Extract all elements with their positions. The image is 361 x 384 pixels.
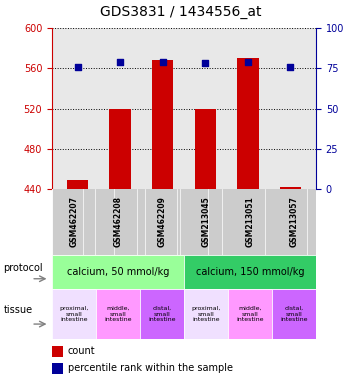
Text: GSM213051: GSM213051 [245, 197, 255, 247]
Text: middle,
small
intestine: middle, small intestine [104, 306, 132, 323]
Point [160, 59, 166, 65]
FancyBboxPatch shape [228, 289, 272, 339]
Text: proximal,
small
intestine: proximal, small intestine [191, 306, 221, 323]
Text: calcium, 150 mmol/kg: calcium, 150 mmol/kg [196, 267, 304, 277]
Text: middle,
small
intestine: middle, small intestine [236, 306, 264, 323]
Point [75, 64, 81, 70]
Text: calcium, 50 mmol/kg: calcium, 50 mmol/kg [67, 267, 169, 277]
FancyBboxPatch shape [272, 289, 316, 339]
FancyBboxPatch shape [52, 255, 184, 289]
Text: GSM462208: GSM462208 [113, 197, 122, 247]
Bar [280, 187, 301, 189]
Text: tissue: tissue [4, 305, 33, 315]
Text: GSM462209: GSM462209 [157, 197, 166, 247]
Text: GSM213045: GSM213045 [201, 197, 210, 247]
Text: percentile rank within the sample: percentile rank within the sample [68, 363, 233, 373]
Point [203, 60, 208, 66]
Text: proximal,
small
intestine: proximal, small intestine [59, 306, 89, 323]
Bar [52, 363, 62, 374]
FancyBboxPatch shape [52, 289, 96, 339]
FancyBboxPatch shape [52, 189, 316, 255]
Text: count: count [68, 346, 95, 356]
FancyBboxPatch shape [184, 289, 228, 339]
Bar [67, 180, 88, 189]
Bar [237, 58, 258, 189]
Text: GSM462207: GSM462207 [70, 197, 78, 247]
FancyBboxPatch shape [184, 255, 316, 289]
Bar [109, 109, 131, 189]
Point [245, 59, 251, 65]
Text: protocol: protocol [4, 263, 43, 273]
Text: GSM213057: GSM213057 [290, 197, 299, 247]
Text: distal,
small
intestine: distal, small intestine [280, 306, 308, 323]
Point [117, 59, 123, 65]
FancyBboxPatch shape [96, 289, 140, 339]
Text: distal,
small
intestine: distal, small intestine [148, 306, 176, 323]
Point [288, 64, 293, 70]
Bar [195, 109, 216, 189]
Text: GDS3831 / 1434556_at: GDS3831 / 1434556_at [100, 5, 261, 19]
Bar [52, 346, 62, 357]
FancyBboxPatch shape [140, 289, 184, 339]
Bar [152, 60, 173, 189]
